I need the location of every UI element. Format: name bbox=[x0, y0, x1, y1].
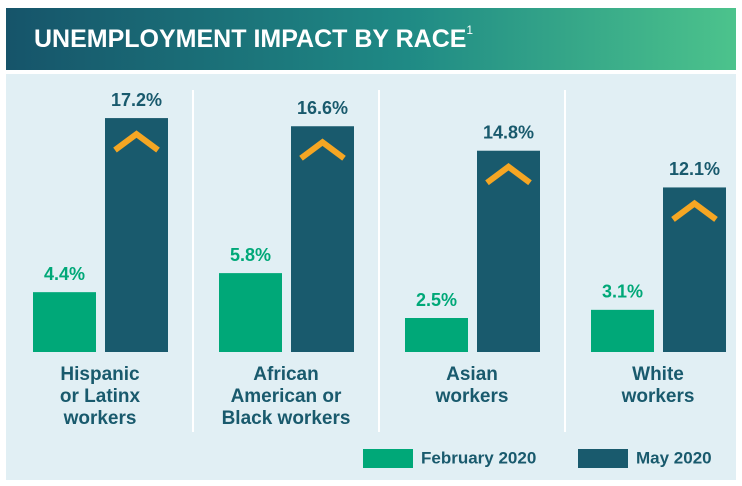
legend-label: February 2020 bbox=[421, 448, 536, 467]
bar bbox=[33, 292, 96, 352]
header bbox=[6, 8, 736, 70]
legend-swatch bbox=[578, 449, 628, 468]
title-text: UNEMPLOYMENT IMPACT BY RACE bbox=[34, 25, 466, 53]
bar bbox=[663, 187, 726, 352]
separators bbox=[192, 90, 566, 432]
value-label: 14.8% bbox=[483, 122, 534, 142]
category-label: Hispanic or Latinx workers bbox=[59, 364, 141, 429]
category-label: African American or Black workers bbox=[221, 364, 351, 429]
bar bbox=[291, 126, 354, 353]
value-label: 2.5% bbox=[416, 290, 457, 310]
bar bbox=[105, 118, 168, 352]
legend-label: May 2020 bbox=[636, 448, 712, 467]
bar bbox=[405, 318, 468, 352]
up-chevron bbox=[671, 199, 718, 222]
bar bbox=[477, 150, 540, 352]
bar bbox=[219, 273, 282, 352]
value-label: 12.1% bbox=[669, 159, 720, 179]
value-label: 17.2% bbox=[111, 90, 162, 110]
value-label: 5.8% bbox=[230, 245, 271, 265]
value-label: 4.4% bbox=[44, 264, 85, 284]
title-note: 1 bbox=[466, 23, 473, 37]
up-chevron bbox=[113, 130, 160, 153]
value-label: 3.1% bbox=[602, 282, 643, 302]
legend-swatch bbox=[363, 449, 413, 468]
up-chevron bbox=[299, 138, 346, 161]
chart-title: UNEMPLOYMENT IMPACT BY RACE1 bbox=[34, 23, 473, 52]
up-chevron bbox=[485, 162, 532, 186]
bar bbox=[591, 309, 654, 352]
value-label: 16.6% bbox=[297, 98, 348, 118]
category-label: White workers bbox=[621, 364, 695, 407]
category-label: Asian workers bbox=[435, 364, 509, 407]
